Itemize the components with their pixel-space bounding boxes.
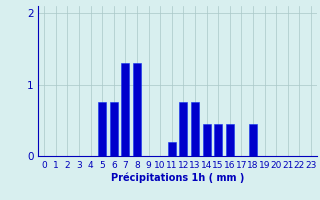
Bar (110, 102, 118, 156)
Bar (249, 124, 257, 156)
Bar (133, 63, 141, 156)
Bar (203, 124, 211, 156)
Bar (226, 124, 234, 156)
Bar (191, 102, 199, 156)
Bar (121, 63, 130, 156)
Bar (214, 124, 222, 156)
X-axis label: Précipitations 1h ( mm ): Précipitations 1h ( mm ) (111, 173, 244, 183)
Bar (98, 102, 106, 156)
Bar (179, 102, 188, 156)
Bar (168, 142, 176, 156)
